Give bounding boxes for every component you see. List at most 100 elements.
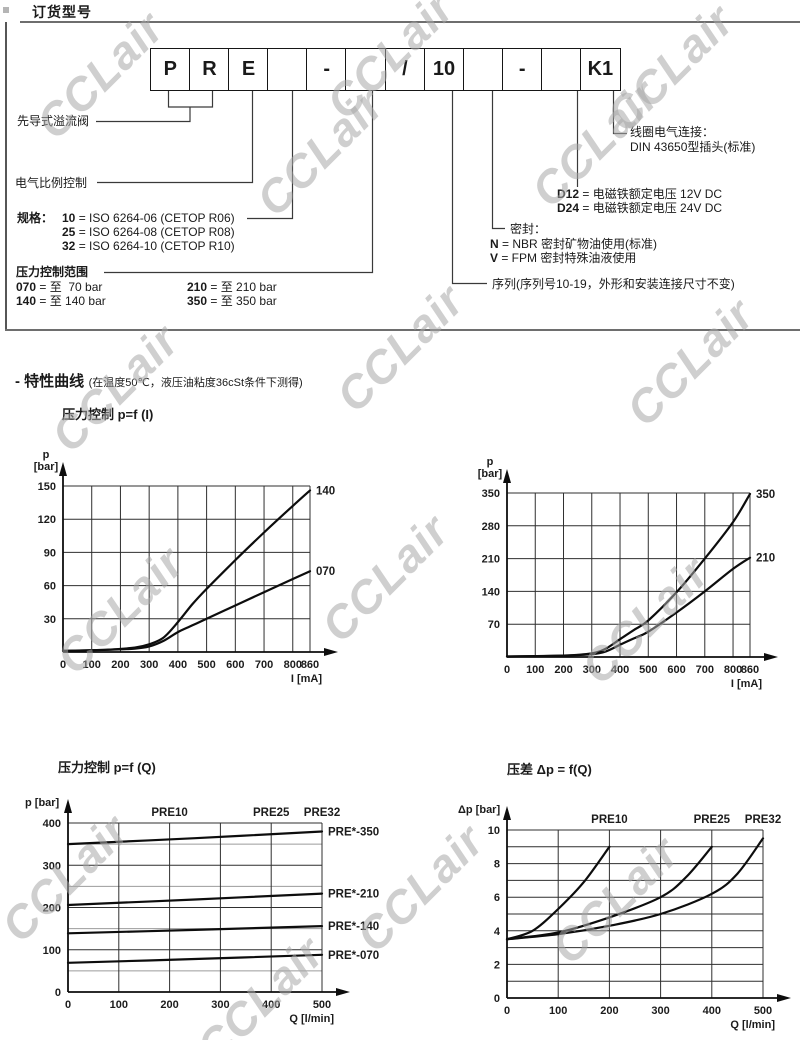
svg-text:Δp [bar]: Δp [bar] <box>458 804 500 816</box>
pressure-option-350: 350 = 至 350 bar <box>187 294 277 308</box>
svg-text:210: 210 <box>756 553 775 565</box>
coil-connection-line2: DIN 43650型插头(标准) <box>630 140 756 154</box>
svg-text:0: 0 <box>494 993 500 1005</box>
voltage-options-list: D12 = 电磁铁额定电压 12V DC D24 = 电磁铁额定电压 24V DC <box>557 187 722 215</box>
svg-text:800: 800 <box>724 664 742 676</box>
svg-text:200: 200 <box>43 903 61 915</box>
svg-text:8: 8 <box>494 859 500 871</box>
svg-text:I [mA]: I [mA] <box>731 678 763 690</box>
svg-text:[bar]: [bar] <box>478 468 503 480</box>
size-options-list: 10 = ISO 6264-06 (CETOP R06) 25 = ISO 626… <box>62 211 235 253</box>
svg-text:60: 60 <box>44 581 56 593</box>
svg-text:600: 600 <box>667 664 685 676</box>
svg-text:200: 200 <box>160 999 178 1011</box>
svg-text:400: 400 <box>43 818 61 830</box>
svg-text:150: 150 <box>38 481 56 493</box>
size-option-25: 25 = ISO 6264-08 (CETOP R08) <box>62 225 235 239</box>
svg-text:280: 280 <box>482 521 500 533</box>
svg-text:PRE10: PRE10 <box>591 814 627 826</box>
svg-text:300: 300 <box>43 860 61 872</box>
svg-text:p [bar]: p [bar] <box>25 797 60 809</box>
svg-text:300: 300 <box>140 659 158 671</box>
code-box-cell-3: E <box>228 48 269 91</box>
label-series: 序列(序列号10-19，外形和安装连接尺寸不变) <box>492 277 735 291</box>
voltage-option-D24: D24 = 电磁铁额定电压 24V DC <box>557 201 723 215</box>
svg-text:PRE*-070: PRE*-070 <box>328 950 379 962</box>
chart-svg-pressure_vs_flow: 0 100 200 300 400 500 0 100 200 300 400 p [bar] Q [l… <box>25 797 379 1025</box>
svg-text:90: 90 <box>44 547 56 559</box>
label-pressure-range: 压力控制范围 <box>16 265 89 279</box>
curves-section-note: (在温度50℃，液压油粘度36cSt条件下测得) <box>88 377 303 389</box>
svg-text:210: 210 <box>482 554 500 566</box>
label-size: 规格： <box>17 211 54 225</box>
svg-text:140: 140 <box>316 485 335 497</box>
svg-text:[bar]: [bar] <box>34 461 59 473</box>
svg-text:4: 4 <box>494 926 501 938</box>
svg-text:PRE32: PRE32 <box>304 807 340 819</box>
curve-PRE10 <box>505 845 611 941</box>
chart-pressure-drop-vs-flow: 0 100 200 300 400 500 0 2 4 6 8 10 Δp [bar] Q [l/min]… <box>455 786 800 1040</box>
seal-option-V: V = FPM 密封特殊油液使用 <box>490 251 637 265</box>
svg-text:2: 2 <box>494 959 500 971</box>
svg-text:100: 100 <box>110 999 128 1011</box>
coil-connection-line1: 线圈电气连接： <box>630 125 715 139</box>
svg-text:30: 30 <box>44 614 56 626</box>
svg-text:10: 10 <box>488 825 500 837</box>
svg-text:300: 300 <box>211 999 229 1011</box>
section-bottom-border <box>5 329 800 331</box>
section-left-border <box>5 22 7 330</box>
svg-text:350: 350 <box>756 489 775 501</box>
svg-text:0: 0 <box>65 999 71 1011</box>
seal-option-N: N = NBR 密封矿物油使用(标准) <box>490 237 658 251</box>
code-box-cell-10: - <box>501 48 543 91</box>
voltage-option-D12: D12 = 电磁铁额定电压 12V DC <box>557 187 723 201</box>
svg-text:600: 600 <box>226 659 244 671</box>
svg-text:140: 140 <box>482 586 500 598</box>
svg-text:860: 860 <box>301 659 319 671</box>
svg-text:500: 500 <box>197 659 215 671</box>
svg-text:400: 400 <box>703 1005 721 1017</box>
svg-text:700: 700 <box>255 659 273 671</box>
size-option-32: 32 = ISO 6264-10 (CETOP R10) <box>62 239 235 253</box>
label-pilot-relief-valve: 先导式溢流阀 <box>17 114 90 128</box>
svg-text:500: 500 <box>313 999 331 1011</box>
svg-text:200: 200 <box>600 1005 618 1017</box>
svg-text:700: 700 <box>696 664 714 676</box>
size-option-10: 10 = ISO 6264-06 (CETOP R06) <box>62 211 235 225</box>
pressure-option-210: 210 = 至 210 bar <box>187 280 277 294</box>
svg-text:p: p <box>487 456 494 468</box>
svg-text:070: 070 <box>316 566 335 578</box>
svg-text:6: 6 <box>494 892 500 904</box>
svg-text:I [mA]: I [mA] <box>291 673 323 685</box>
svg-text:PRE32: PRE32 <box>745 814 781 826</box>
svg-text:0: 0 <box>504 664 510 676</box>
curve-350 <box>505 492 752 658</box>
svg-text:100: 100 <box>526 664 544 676</box>
code-box-cell-12: K1 <box>580 48 621 91</box>
svg-text:Q [l/min]: Q [l/min] <box>289 1013 334 1025</box>
pressure-option-070: 070 = 至 70 bar <box>16 280 103 294</box>
svg-text:500: 500 <box>754 1005 772 1017</box>
curves-section-header: - 特性曲线 (在温度50℃，液压油粘度36cSt条件下测得) <box>15 370 303 391</box>
svg-text:120: 120 <box>38 514 56 526</box>
chart-title-dp-f-q: 压差 Δp = f(Q) <box>507 762 592 777</box>
svg-text:400: 400 <box>169 659 187 671</box>
svg-text:200: 200 <box>554 664 572 676</box>
svg-text:300: 300 <box>651 1005 669 1017</box>
pressure-options-list: 070 = 至 70 bar 140 = 至 140 bar 210 = 至 210… <box>16 280 358 308</box>
chart-svg-pressure_drop_vs_flow: 0 100 200 300 400 500 0 2 4 6 8 10 Δp [bar] Q [l/min]… <box>458 804 791 1031</box>
curve-PRE*-140 <box>66 925 324 935</box>
svg-text:100: 100 <box>549 1005 567 1017</box>
svg-text:PRE25: PRE25 <box>694 814 731 826</box>
svg-text:70: 70 <box>488 619 500 631</box>
svg-text:PRE10: PRE10 <box>151 807 187 819</box>
curve-PRE32 <box>505 837 765 941</box>
svg-text:PRE25: PRE25 <box>253 807 290 819</box>
svg-text:350: 350 <box>482 488 500 500</box>
curve-070 <box>61 570 312 652</box>
curve-210 <box>505 556 752 658</box>
connector-lines <box>96 91 627 285</box>
